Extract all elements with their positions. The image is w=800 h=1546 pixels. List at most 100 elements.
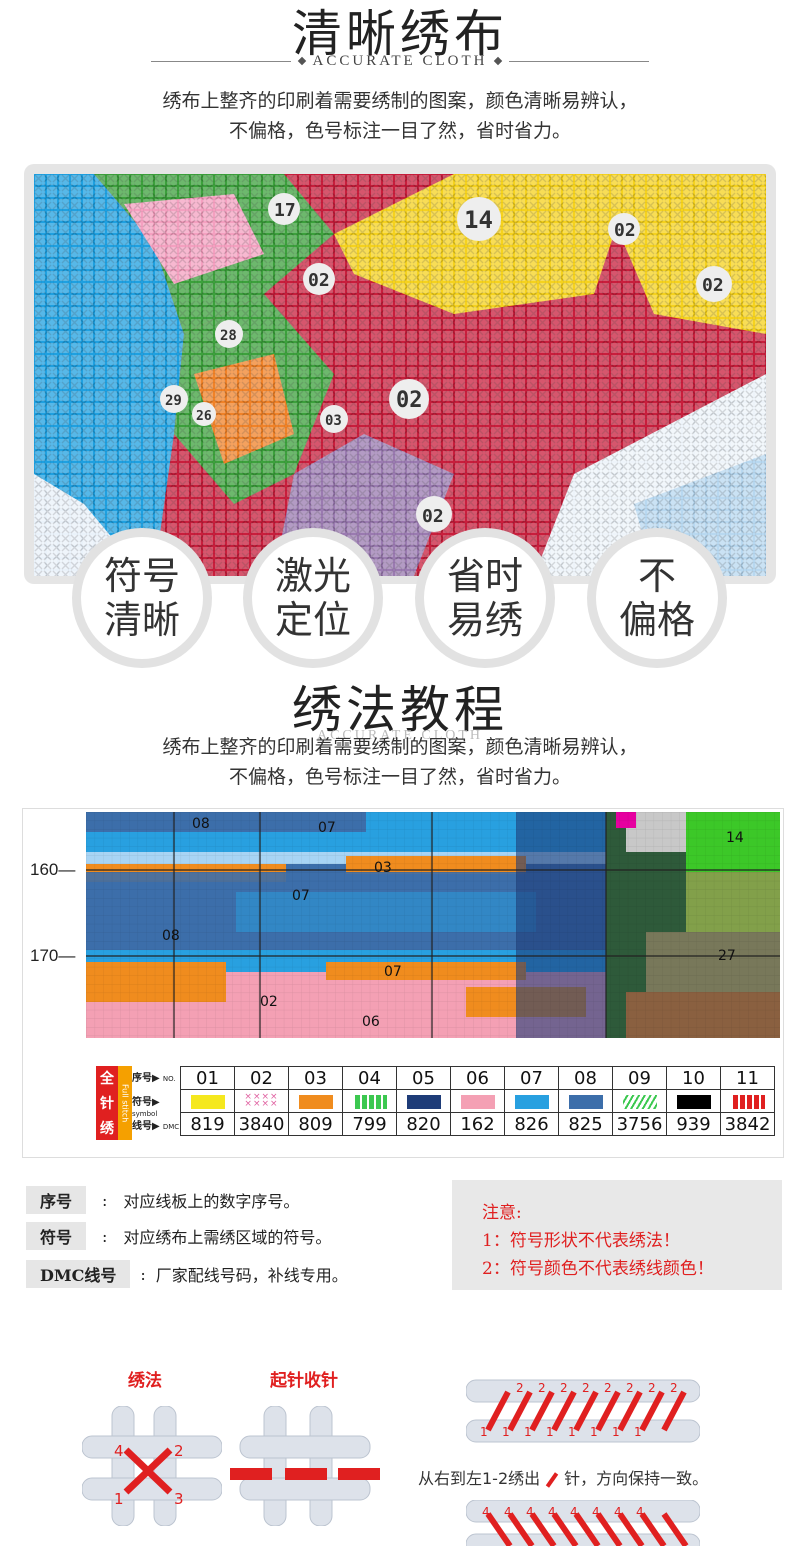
- swatch-04: [352, 1094, 387, 1109]
- legend-dmc: 3840: [234, 1112, 289, 1136]
- legend-dmc: 820: [396, 1112, 451, 1136]
- row-number: 4: [504, 1505, 512, 1519]
- row-number: 4: [526, 1505, 534, 1519]
- legend-dmc: 3756: [612, 1112, 667, 1136]
- notice-1: 1：符号形状不代表绣法！: [482, 1231, 680, 1251]
- swatch-09: [622, 1094, 657, 1109]
- start-end-diagram: [230, 1406, 380, 1526]
- row-label-160: 160—: [30, 860, 76, 879]
- feature-line: 定位: [274, 598, 351, 642]
- pattern-grid-svg: 08 07 03 07 08 07 02 06 14 27: [86, 812, 780, 1038]
- row-number: 4: [548, 1505, 556, 1519]
- legend-header-symbol: 符号▶ symbol: [132, 1097, 160, 1118]
- legend-no: 04: [342, 1066, 397, 1090]
- pattern-grid: 08 07 03 07 08 07 02 06 14 27: [86, 812, 780, 1038]
- row-bottom-number: 1: [502, 1425, 510, 1439]
- cell-label: 06: [362, 1014, 380, 1030]
- photo-symbol: 28: [220, 328, 237, 344]
- row-bottom-number: 1: [612, 1425, 620, 1439]
- photo-symbol: 02: [702, 275, 724, 296]
- cell-label: 07: [384, 964, 402, 980]
- feature-line: 偏格: [618, 598, 695, 642]
- row-bottom-number: 1: [634, 1425, 642, 1439]
- legend-row-no: 01 02 03 04 05 06 07 08 09 10 11: [180, 1066, 775, 1090]
- row-top-number: 2: [560, 1381, 568, 1395]
- legend-row-symbol: ×××× ××××: [180, 1089, 775, 1113]
- swatch-02: ×××× ××××: [244, 1092, 279, 1109]
- cross-number: 1: [114, 1490, 124, 1508]
- row-top-number: 2: [670, 1381, 678, 1395]
- swatch-03: [298, 1094, 333, 1109]
- cross-number: 3: [174, 1490, 184, 1508]
- legend-side-label: 全针绣: [96, 1066, 118, 1140]
- row-bottom-number: 1: [546, 1425, 554, 1439]
- section-title-tutorial: 绣法教程: [292, 681, 508, 739]
- cell-label: 03: [374, 860, 392, 876]
- row-label-170: 170—: [30, 946, 76, 965]
- feature-line: 清晰: [103, 598, 180, 642]
- cell-label: 14: [726, 830, 744, 846]
- row-top-number: 2: [538, 1381, 546, 1395]
- legend-no: 07: [504, 1066, 559, 1090]
- cell-label: 07: [292, 888, 310, 904]
- feature-circle-3: 省时 易绣: [415, 528, 555, 668]
- desc-line-2: 不偏格，色号标注一目了然，省时省力。: [228, 120, 571, 142]
- row-stitch-diagram: 2 2 2 2 2 2 2 2 1 1 1 1 1 1 1 1: [466, 1379, 700, 1443]
- row-number: 4: [482, 1505, 490, 1519]
- legend-no: 03: [288, 1066, 343, 1090]
- legend-dmc: 939: [666, 1112, 721, 1136]
- row-top-number: 2: [626, 1381, 634, 1395]
- notice-title: 注意:: [482, 1203, 522, 1223]
- subtitle-text: ACCURATE CLOTH: [312, 52, 488, 69]
- start-end-title: 起针收针: [270, 1371, 338, 1391]
- swatch-11: [730, 1094, 765, 1109]
- desc-line-2: 不偏格，色号标注一目了然，省时省力。: [228, 766, 571, 788]
- info-row-no: 序号: 对应线板上的数字序号。: [26, 1186, 299, 1214]
- legend-no: 10: [666, 1066, 721, 1090]
- legend-no: 05: [396, 1066, 451, 1090]
- feature-line: 激光: [274, 554, 351, 598]
- legend-dmc: 826: [504, 1112, 559, 1136]
- photo-symbol: 02: [614, 220, 636, 241]
- row-bottom-number: 1: [568, 1425, 576, 1439]
- row-bottom-number: 1: [480, 1425, 488, 1439]
- info-row-symbol: 符号: 对应绣布上需绣区域的符号。: [26, 1222, 331, 1250]
- row-top-number: 2: [516, 1381, 524, 1395]
- legend-header-dmc: 线号▶ DMC: [132, 1121, 180, 1132]
- photo-symbol: 14: [464, 206, 493, 234]
- feature-circle-2: 激光 定位: [243, 528, 383, 668]
- photo-symbol: 26: [196, 409, 212, 424]
- desc-line-1: 绣布上整齐的印刷着需要绣制的图案，颜色清晰易辨认，: [162, 90, 638, 112]
- feature-line: 易绣: [446, 598, 523, 642]
- section-subtitle: ACCURATE CLOTH: [0, 52, 800, 70]
- method-title: 绣法: [128, 1371, 162, 1391]
- cell-label: 27: [718, 948, 736, 964]
- swatch-10: [676, 1094, 711, 1109]
- cross-number: 4: [114, 1442, 124, 1460]
- info-row-dmc: DMC线号: 厂家配线号码，补线专用。: [26, 1260, 348, 1288]
- row-number: 4: [592, 1505, 600, 1519]
- photo-symbol: 17: [274, 200, 296, 221]
- legend-dmc: 819: [180, 1112, 235, 1136]
- cell-label: 07: [318, 820, 336, 836]
- legend-row-dmc: 819 3840 809 799 820 162 826 825 3756 93…: [180, 1112, 775, 1136]
- cloth-closeup: 17 14 02 02 02 02 02 28 29 26 03: [34, 174, 766, 576]
- photo-symbol: 03: [325, 413, 342, 429]
- row-number: 4: [570, 1505, 578, 1519]
- photo-symbol: 02: [396, 388, 423, 413]
- legend-dmc: 809: [288, 1112, 343, 1136]
- legend-explanation: 序号: 对应线板上的数字序号。 符号: 对应绣布上需绣区域的符号。 DMC线号: 厂家…: [26, 1180, 436, 1290]
- row-top-number: 2: [604, 1381, 612, 1395]
- slash-stitch-icon: [545, 1471, 559, 1488]
- notice-2: 2：符号颜色不代表绣线颜色！: [482, 1259, 714, 1279]
- swatch-05: [406, 1094, 441, 1109]
- legend-no: 09: [612, 1066, 667, 1090]
- cross-stitch-photo: 17 14 02 02 02 02 02 28 29 26 03: [34, 174, 766, 576]
- section2-description: 绣布上整齐的印刷着需要绣制的图案，颜色清晰易辨认， 不偏格，色号标注一目了然，省…: [0, 732, 800, 792]
- swatch-01: [190, 1094, 225, 1109]
- legend-dmc: 162: [450, 1112, 505, 1136]
- cross-number: 2: [174, 1442, 184, 1460]
- swatch-06: [460, 1094, 495, 1109]
- row-number: 4: [614, 1505, 622, 1519]
- cross-stitch-diagram: 4 2 1 3: [82, 1406, 222, 1526]
